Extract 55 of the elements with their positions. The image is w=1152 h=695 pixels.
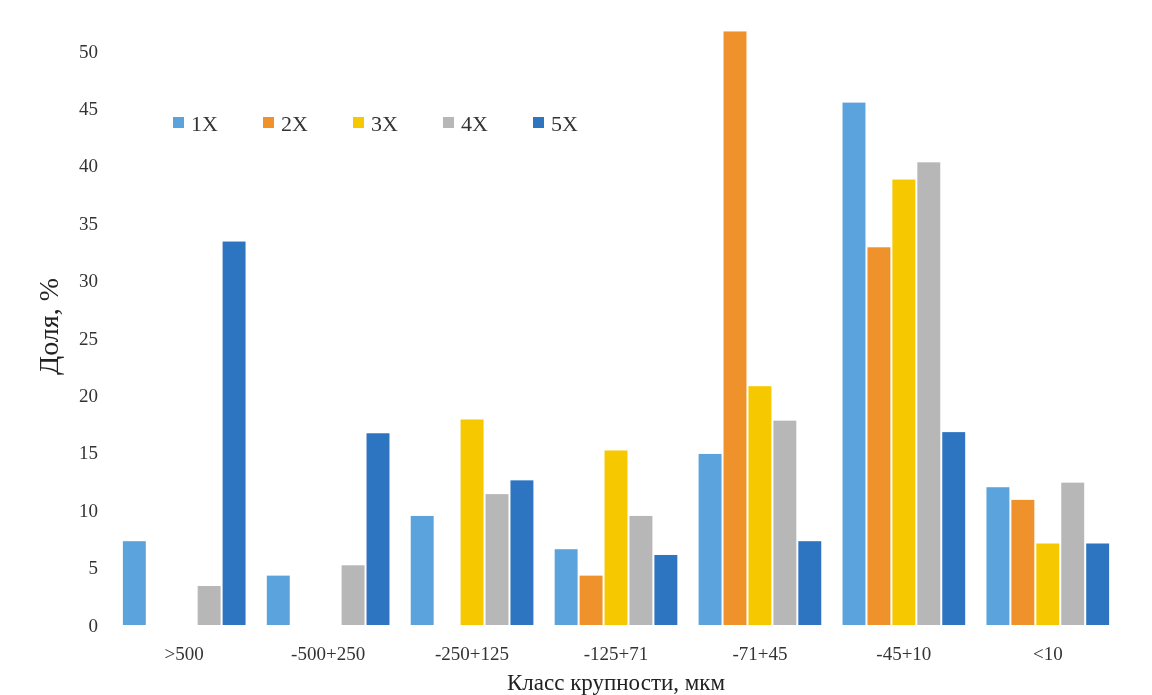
legend-label: 2X bbox=[281, 110, 308, 136]
bar bbox=[867, 247, 891, 625]
bar bbox=[654, 554, 678, 625]
x-tick-label: <10 bbox=[1032, 643, 1063, 664]
bar bbox=[554, 549, 578, 625]
y-tick-label: 0 bbox=[88, 614, 98, 636]
bar bbox=[510, 480, 534, 625]
y-tick-label: 40 bbox=[79, 155, 98, 177]
bar bbox=[917, 162, 941, 625]
y-tick-label: 20 bbox=[79, 385, 98, 407]
y-tick-label: 25 bbox=[79, 327, 98, 349]
x-tick-label: -45+10 bbox=[876, 643, 932, 664]
bar bbox=[604, 450, 628, 625]
y-tick-label: 15 bbox=[79, 442, 98, 464]
y-tick-label: 30 bbox=[79, 270, 98, 292]
bar bbox=[1036, 543, 1060, 625]
bar bbox=[698, 453, 722, 625]
y-axis-title: Доля, % bbox=[33, 278, 64, 375]
bar bbox=[460, 419, 484, 625]
bar bbox=[222, 241, 246, 625]
bar bbox=[410, 515, 434, 625]
bar bbox=[266, 575, 290, 625]
legend-label: 1X bbox=[191, 110, 218, 136]
legend-label: 4X bbox=[461, 110, 488, 136]
x-tick-label: -250+125 bbox=[435, 643, 510, 664]
bar bbox=[122, 541, 146, 625]
legend-label: 3X bbox=[371, 110, 398, 136]
y-tick-label: 35 bbox=[79, 212, 98, 234]
bar bbox=[579, 575, 603, 625]
x-tick-label: >500 bbox=[164, 643, 204, 664]
bar bbox=[986, 487, 1010, 625]
legend-label: 5X bbox=[551, 110, 578, 136]
x-tick-label: -500+250 bbox=[291, 643, 366, 664]
bar bbox=[798, 541, 822, 625]
y-tick-label: 5 bbox=[88, 557, 98, 579]
bar bbox=[485, 494, 509, 625]
bar bbox=[723, 31, 747, 625]
y-tick-label: 45 bbox=[79, 98, 98, 120]
x-axis-title: Класс крупности, мкм bbox=[506, 670, 726, 695]
bar bbox=[748, 386, 772, 625]
bar bbox=[942, 432, 966, 625]
bar bbox=[366, 433, 390, 625]
bar bbox=[197, 585, 221, 625]
bar bbox=[341, 565, 365, 625]
y-tick-label: 50 bbox=[79, 40, 98, 62]
bar bbox=[629, 515, 653, 625]
bar bbox=[1061, 482, 1085, 625]
bar bbox=[1086, 543, 1110, 625]
bar bbox=[1011, 499, 1035, 625]
y-tick-label: 10 bbox=[79, 499, 98, 521]
x-tick-label: -71+45 bbox=[732, 643, 788, 664]
bar bbox=[892, 179, 916, 625]
bar bbox=[842, 102, 866, 625]
x-tick-label: -125+71 bbox=[583, 643, 649, 664]
bar bbox=[773, 420, 797, 625]
